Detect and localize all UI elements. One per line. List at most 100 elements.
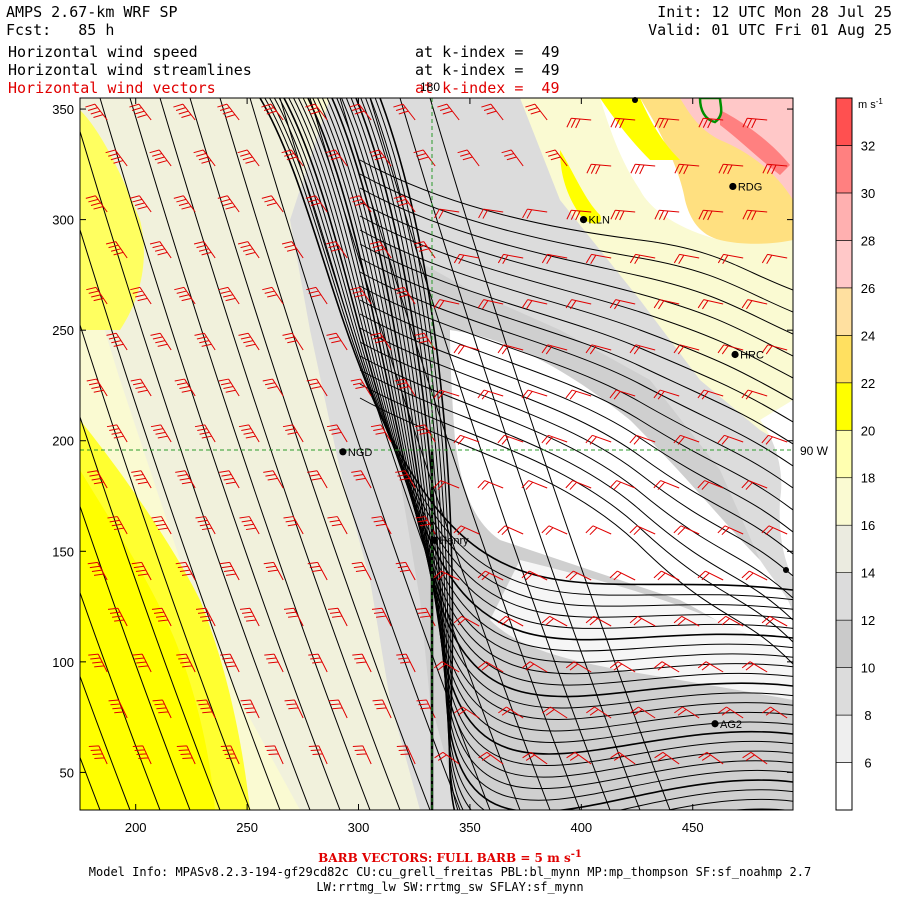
wind-barb xyxy=(497,344,524,355)
streamline xyxy=(359,187,793,335)
wind-barb xyxy=(717,434,744,445)
station-marker xyxy=(783,567,789,573)
wind-barb xyxy=(349,103,372,121)
streamline xyxy=(302,98,793,686)
wind-barb xyxy=(585,344,612,355)
wind-barb xyxy=(85,195,108,213)
wind-barb xyxy=(610,117,636,129)
wind-barb xyxy=(220,653,240,673)
streamline xyxy=(359,201,793,357)
wind-barb xyxy=(217,195,240,213)
wind-barb xyxy=(453,525,480,536)
axes: 200 250 300 350 400 450 350 300 250 200 150 100 50 18… xyxy=(52,80,828,835)
wind-barb xyxy=(433,480,460,490)
wind-barb xyxy=(396,745,416,765)
wind-barb xyxy=(152,699,172,719)
wind-barb xyxy=(371,607,392,627)
wind-barb xyxy=(195,607,216,627)
wind-barb xyxy=(352,745,372,765)
wind-barb xyxy=(697,389,724,400)
wind-barb xyxy=(174,378,196,397)
barb-vectors-text: BARB VECTORS: FULL BARB = 5 m s xyxy=(318,851,571,865)
wind-barb xyxy=(477,299,504,310)
streamline xyxy=(189,98,431,810)
wind-barb xyxy=(130,378,152,397)
wind-barb xyxy=(718,706,744,719)
wind-barb xyxy=(629,615,656,627)
wind-barb xyxy=(742,117,768,129)
wind-barb xyxy=(541,525,568,536)
wind-barb xyxy=(674,163,700,175)
wind-barb xyxy=(372,699,392,719)
wind-barb xyxy=(629,253,656,264)
wind-barbs xyxy=(85,103,788,765)
wind-barb xyxy=(565,570,592,581)
wind-barb xyxy=(525,103,548,121)
station-label: RDG xyxy=(738,181,762,193)
streamline xyxy=(399,98,641,810)
wind-barb xyxy=(262,378,284,397)
x-tick-label: 400 xyxy=(570,820,592,835)
wind-barb xyxy=(761,615,788,627)
wind-barb xyxy=(630,163,656,175)
wind-barb xyxy=(86,378,108,397)
wind-barb xyxy=(434,208,460,219)
wind-barb xyxy=(717,253,744,264)
wind-barb xyxy=(175,470,196,489)
wind-barb xyxy=(219,561,240,581)
streamline xyxy=(99,98,341,810)
wind-barb xyxy=(565,389,592,400)
wind-barb xyxy=(237,241,260,259)
y-tick-label: 300 xyxy=(52,213,74,228)
wind-barb xyxy=(87,470,108,489)
wind-barb xyxy=(741,299,768,310)
colorbar-label: 22 xyxy=(861,376,875,391)
wind-barb xyxy=(717,344,744,355)
wind-barb xyxy=(761,434,788,445)
wind-barb xyxy=(396,653,416,673)
wind-barb xyxy=(477,389,504,400)
wind-barb xyxy=(349,195,372,213)
model-info: Model Info: MPASv8.2.3-194-gf29cd82c CU:… xyxy=(88,865,812,879)
wind-barb xyxy=(173,195,196,213)
wind-barb xyxy=(717,615,744,627)
wind-barb xyxy=(327,516,348,535)
wind-barb xyxy=(653,480,680,490)
streamline xyxy=(80,129,311,810)
wind-barb xyxy=(239,516,260,535)
wind-barb xyxy=(351,561,372,581)
wind-barb xyxy=(174,286,196,305)
colorbar-label: 16 xyxy=(861,518,875,533)
wind-barb xyxy=(477,570,504,581)
station-label: NGD xyxy=(348,447,373,459)
wind-barb xyxy=(741,570,768,581)
wind-barb xyxy=(521,480,548,490)
streamline xyxy=(359,159,793,291)
wind-barb xyxy=(717,525,744,536)
wind-barb xyxy=(673,253,700,264)
streamline xyxy=(359,341,793,577)
wind-barb xyxy=(609,389,636,400)
wind-barb xyxy=(283,516,304,535)
wind-barb xyxy=(88,653,108,673)
wind-barb xyxy=(521,389,548,400)
wind-barb xyxy=(437,103,460,121)
wind-barb xyxy=(307,561,328,581)
y-tick-label: 200 xyxy=(52,434,74,449)
streamline xyxy=(80,591,161,810)
wind-barb xyxy=(541,253,568,264)
wind-barb xyxy=(697,299,724,310)
wind-barb xyxy=(565,480,592,490)
wind-barb xyxy=(586,706,612,719)
wind-barb xyxy=(453,434,480,445)
wind-barb xyxy=(350,378,372,397)
wind-barb xyxy=(105,241,128,259)
wind-barb xyxy=(281,149,304,167)
wind-barb xyxy=(457,149,480,167)
colorbar-label: 30 xyxy=(861,186,875,201)
streamline xyxy=(355,98,793,810)
wind-barb xyxy=(86,286,108,305)
field-name-streamlines: Horizontal wind streamlines xyxy=(8,61,252,79)
wind-barb xyxy=(176,745,196,765)
wind-barb xyxy=(654,209,680,221)
